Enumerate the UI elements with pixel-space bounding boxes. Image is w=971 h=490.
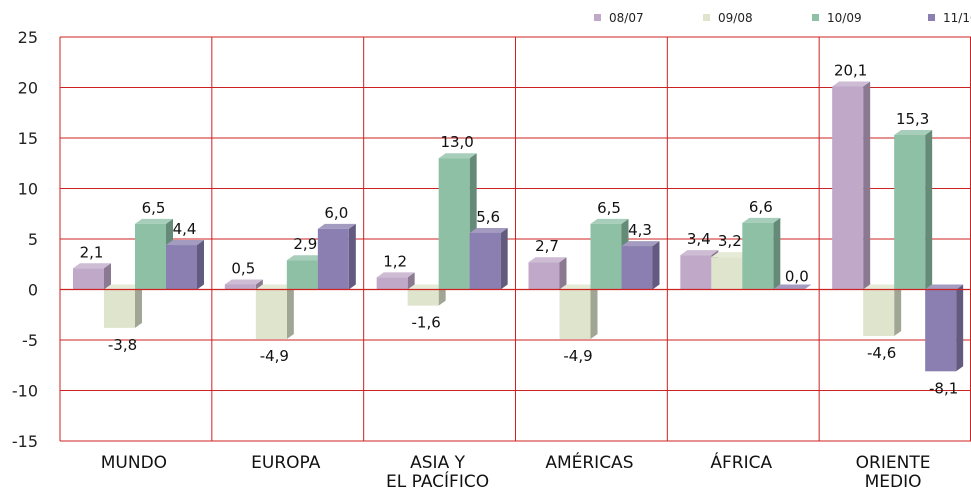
bar	[773, 284, 812, 290]
data-label: 3,2	[718, 232, 742, 250]
data-label: 6,0	[324, 204, 348, 222]
data-label: 13,0	[440, 133, 473, 151]
bar	[894, 129, 933, 290]
bar	[166, 240, 204, 290]
legend-item: 08/07	[594, 11, 644, 25]
y-tick-label: 10	[18, 180, 38, 199]
legend-label: 10/09	[827, 11, 862, 25]
data-label: 5,6	[476, 208, 500, 226]
data-label: -1,6	[412, 314, 441, 332]
legend-item: 11/10	[928, 11, 971, 25]
data-label: 4,4	[173, 220, 197, 238]
legend-item: 10/09	[812, 11, 862, 25]
legend-swatch	[703, 14, 710, 21]
legend-label: 11/10	[943, 11, 971, 25]
y-tick-label: 5	[28, 230, 38, 249]
bar	[832, 81, 871, 290]
data-label: -4,9	[563, 347, 592, 365]
bar	[104, 284, 142, 328]
data-label: 6,5	[597, 199, 621, 217]
data-label: -8,1	[929, 379, 958, 397]
data-label: 0,0	[785, 268, 809, 286]
bar	[73, 263, 111, 290]
bar	[680, 250, 719, 290]
legend-item: 09/08	[703, 11, 753, 25]
bar	[863, 284, 902, 336]
data-label: 15,3	[896, 110, 929, 128]
data-label: 6,6	[749, 198, 773, 216]
x-category-label: AMÉRICAS	[545, 451, 633, 473]
bar	[135, 218, 173, 290]
x-category-label: ORIENTE MEDIO	[856, 453, 931, 490]
data-label: -4,9	[260, 347, 289, 365]
y-tick-label: 15	[18, 129, 38, 148]
bar	[438, 153, 477, 290]
x-category-label: EUROPA	[251, 453, 321, 473]
legend-swatch	[812, 14, 819, 21]
data-label: 6,5	[142, 199, 166, 217]
data-label: 20,1	[834, 61, 867, 79]
x-category-label: ÁFRICA	[710, 451, 772, 473]
data-label: 1,2	[383, 252, 407, 270]
bar	[376, 272, 415, 290]
x-axis: MUNDO EUROPA ASIA Y EL PACÍFICO AMÉRICAS ÁFRI…	[101, 451, 931, 490]
bar	[317, 223, 356, 290]
bar	[528, 257, 567, 290]
bar	[621, 241, 660, 290]
bar	[224, 279, 263, 290]
bar	[559, 284, 598, 339]
x-category-label: ASIA Y EL PACÍFICO	[386, 453, 489, 490]
bar	[255, 284, 294, 339]
legend-label: 09/08	[718, 11, 753, 25]
data-labels: 2,1 0,5 1,2 2,7 3,4 20,1 -3,8 -4,9 -1,6 -4,9 3,2 -4…	[80, 61, 959, 397]
data-label: 2,1	[80, 243, 104, 261]
y-tick-label: -10	[12, 382, 38, 401]
bar	[469, 227, 508, 290]
legend: 08/07 09/08 10/09 11/10	[594, 11, 971, 25]
data-label: -4,6	[867, 344, 896, 362]
data-label: 4,3	[628, 221, 652, 239]
y-tick-label: 0	[28, 281, 38, 300]
y-tick-label: -5	[22, 331, 38, 350]
data-label: 3,4	[687, 230, 711, 248]
data-label: 0,5	[231, 259, 255, 277]
bars	[73, 81, 964, 372]
data-label: 2,7	[535, 237, 559, 255]
y-axis: 25 20 15 10 5 0 -5 -10 -15	[12, 28, 38, 451]
y-tick-label: 25	[18, 28, 38, 47]
legend-label: 08/07	[609, 11, 644, 25]
y-tick-label: -15	[12, 432, 38, 451]
data-label: 2,9	[293, 235, 317, 253]
legend-swatch	[928, 14, 935, 21]
legend-swatch	[594, 14, 601, 21]
bar	[925, 284, 964, 372]
data-label: -3,8	[108, 336, 137, 354]
y-tick-label: 20	[18, 79, 38, 98]
bar	[742, 217, 781, 290]
x-category-label: MUNDO	[101, 453, 167, 473]
